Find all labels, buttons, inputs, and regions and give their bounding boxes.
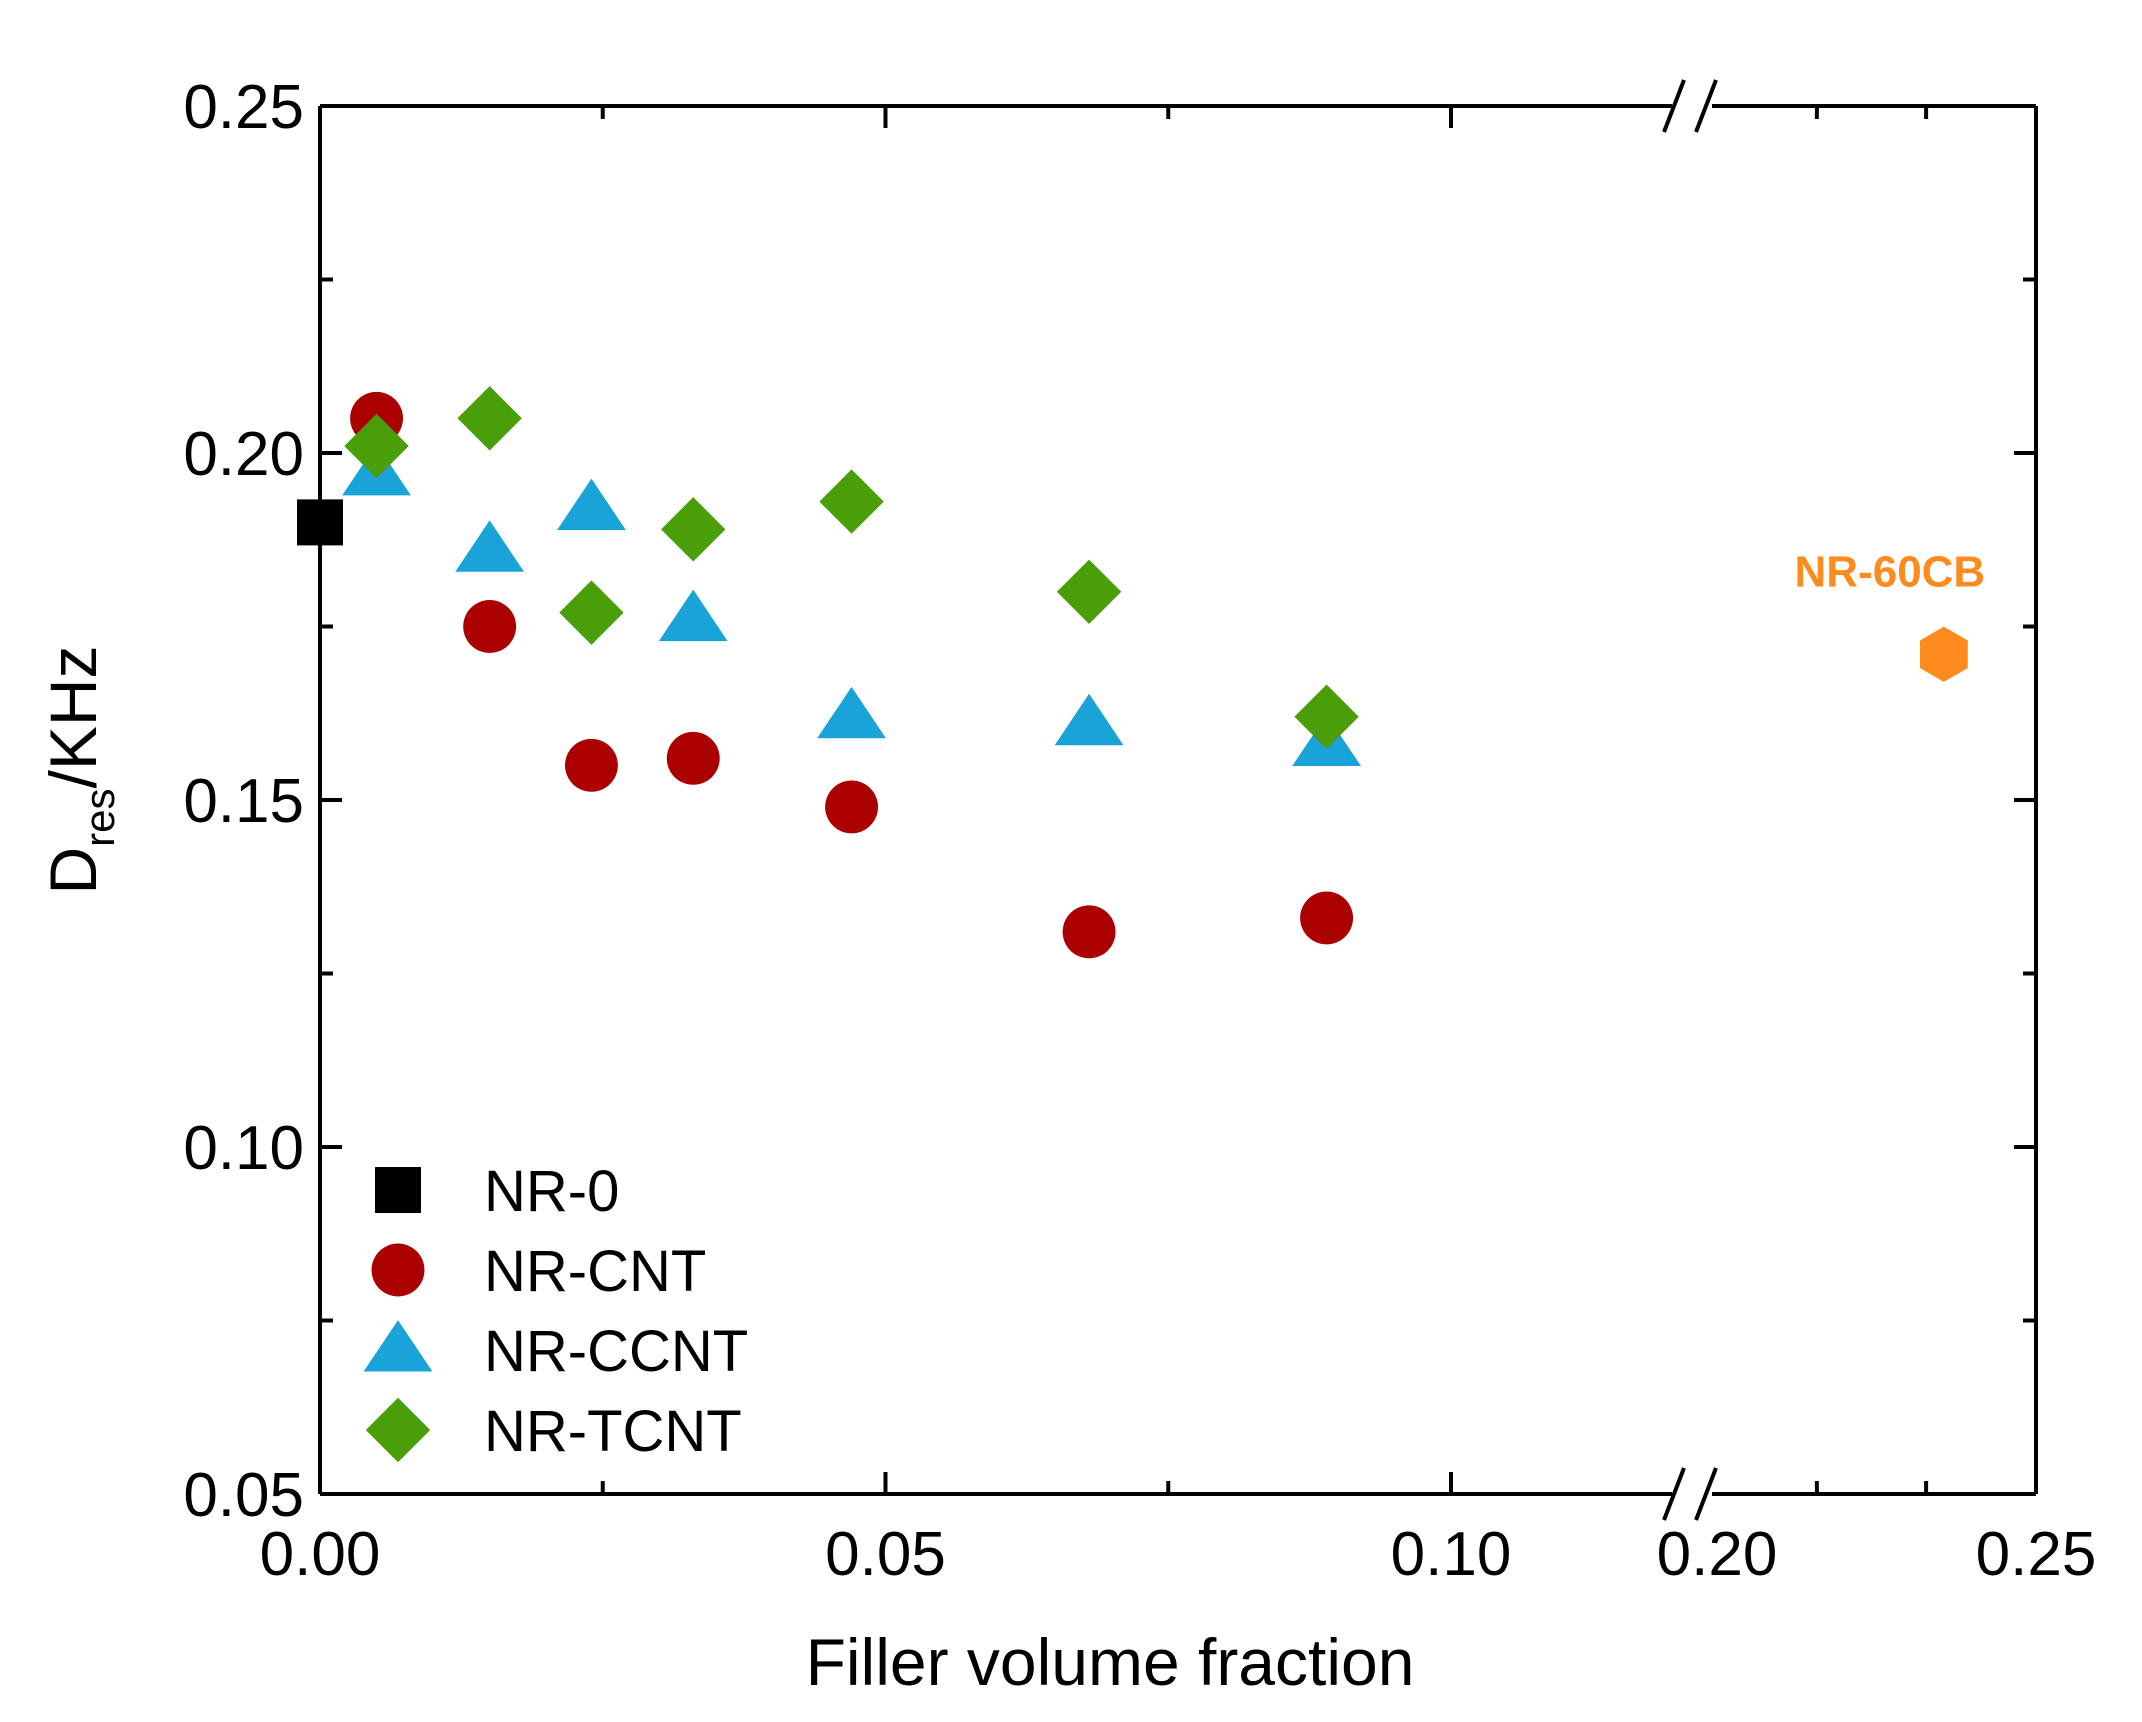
legend-marker-nr-tcnt — [365, 1397, 431, 1463]
y-tick-labels: 0.05 0.10 0.15 0.20 0.25 — [183, 73, 304, 1530]
point-nr-ccnt — [455, 520, 525, 572]
point-nr-tcnt — [1294, 684, 1359, 749]
axis-break-top-2 — [1694, 79, 1718, 133]
point-nr-tcnt — [661, 497, 726, 562]
point-nr-cnt — [666, 731, 720, 785]
y-axis-title-main: D — [36, 847, 110, 895]
x-tick-label: 0.10 — [1391, 1520, 1512, 1589]
x-tick-label: 0.05 — [825, 1520, 946, 1589]
x-axis-title: Filler volume fraction — [806, 1625, 1415, 1699]
x-tick-label: 0.25 — [1976, 1520, 2097, 1589]
point-nr-ccnt — [817, 686, 886, 739]
point-nr-cnt — [1062, 905, 1116, 959]
point-nr-cnt — [564, 738, 618, 792]
svg-text:Dres/KHz: Dres/KHz — [36, 645, 123, 894]
point-nr-ccnt — [658, 589, 728, 642]
legend-label-nr-0: NR-0 — [484, 1159, 619, 1224]
point-nr-ccnt — [1054, 693, 1124, 746]
axis-break-marks — [1662, 79, 1718, 1521]
point-nr-60cb — [1919, 626, 1968, 682]
point-nr-ccnt — [557, 478, 626, 531]
y-tick-label: 0.10 — [183, 1114, 304, 1183]
x-tick-label: 0.00 — [260, 1520, 381, 1589]
legend-marker-nr-cnt — [371, 1243, 425, 1297]
point-nr-tcnt — [457, 386, 522, 451]
x-tick-label: 0.20 — [1657, 1520, 1778, 1589]
point-nr-tcnt — [559, 580, 624, 645]
data-points — [297, 386, 1968, 959]
legend-marker-nr-ccnt — [363, 1320, 433, 1372]
point-nr-tcnt — [344, 413, 409, 479]
point-nr-tcnt — [1056, 559, 1122, 624]
legend-marker-nr-0 — [375, 1167, 421, 1213]
legend-label-nr-ccnt: NR-CCNT — [484, 1319, 748, 1384]
point-nr-0 — [297, 499, 343, 546]
point-nr-tcnt — [819, 469, 884, 534]
axis-break-bottom-2 — [1694, 1467, 1718, 1521]
point-nr-cnt — [1300, 891, 1354, 945]
x-tick-labels: 0.00 0.05 0.10 0.20 0.25 — [260, 1520, 2097, 1589]
y-tick-label: 0.25 — [183, 73, 304, 142]
y-tick-label: 0.20 — [183, 420, 304, 489]
legend: NR-0 NR-CNT NR-CCNT NR-TCNT — [363, 1159, 748, 1464]
legend-label-nr-cnt: NR-CNT — [484, 1239, 706, 1304]
y-axis-title: Dres/KHz — [36, 645, 123, 894]
annotation-nr-60cb: NR-60CB — [1795, 547, 1986, 596]
legend-label-nr-tcnt: NR-TCNT — [484, 1399, 742, 1464]
axis-break-top-1 — [1662, 79, 1686, 133]
y-tick-label: 0.05 — [183, 1461, 304, 1530]
y-axis-title-unit: /KHz — [36, 645, 110, 788]
axis-break-bottom-1 — [1662, 1467, 1686, 1521]
point-nr-cnt — [825, 780, 879, 834]
axis-ticks — [320, 104, 2036, 1496]
point-nr-cnt — [463, 600, 517, 653]
y-tick-label: 0.15 — [183, 767, 304, 836]
y-axis-title-sub: res — [76, 789, 123, 847]
axes-frame — [318, 104, 2038, 1496]
annotations: NR-60CB — [1795, 547, 1986, 596]
